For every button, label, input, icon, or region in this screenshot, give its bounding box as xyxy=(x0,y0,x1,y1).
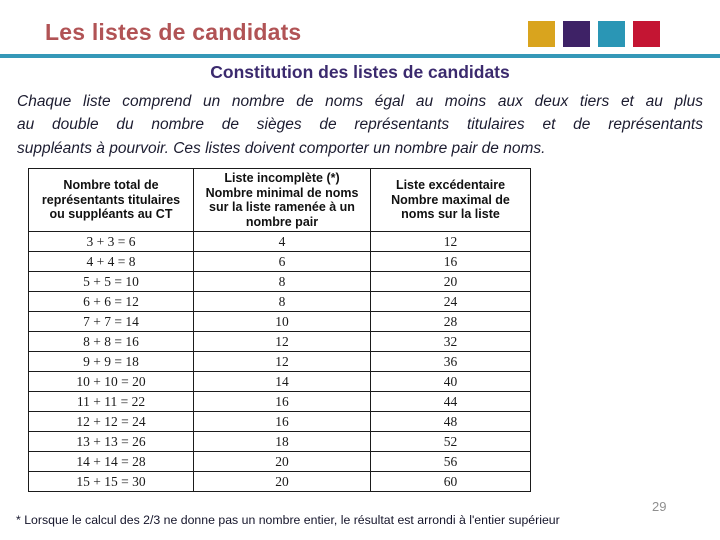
max-names-cell: 24 xyxy=(370,291,531,312)
min-names-cell: 8 xyxy=(193,271,371,292)
seats-total-cell: 9 + 9 = 18 xyxy=(28,351,194,372)
table-header: Nombre total de représentants titulaires… xyxy=(28,168,531,232)
col-header-excess-list: Liste excédentaire Nombre maximal de nom… xyxy=(370,168,531,232)
table-row: 5 + 5 = 10 8 20 xyxy=(28,271,531,292)
min-names-cell: 6 xyxy=(193,251,371,272)
min-names-cell: 20 xyxy=(193,471,371,492)
table-row: 11 + 11 = 22 16 44 xyxy=(28,391,531,412)
seats-total-cell: 11 + 11 = 22 xyxy=(28,391,194,412)
table-body: 3 + 3 = 6 4 12 4 + 4 = 8 6 16 5 + 5 = 10 8 20 6 +… xyxy=(28,231,531,492)
col-header-label: Liste excédentaire xyxy=(395,178,506,193)
slide-title: Les listes de candidats xyxy=(45,19,302,45)
max-names-cell: 36 xyxy=(370,351,531,372)
col-header-total-representatives: Nombre total de représentants titulaires… xyxy=(28,168,194,232)
col-header-label: Liste incomplète (*) xyxy=(224,171,340,185)
col-header-sublabel: Nombre minimal de noms sur la liste rame… xyxy=(205,185,359,229)
min-names-cell: 14 xyxy=(193,371,371,392)
seats-total-cell: 12 + 12 = 24 xyxy=(28,411,194,432)
candidates-table: Nombre total de représentants titulaires… xyxy=(28,168,531,492)
max-names-cell: 20 xyxy=(370,271,531,292)
seats-total-cell: 5 + 5 = 10 xyxy=(28,271,194,292)
max-names-cell: 12 xyxy=(370,231,531,252)
col-header-sublabel: Nombre maximal de noms sur la liste xyxy=(391,192,510,222)
table-row: 12 + 12 = 24 16 48 xyxy=(28,411,531,432)
max-names-cell: 56 xyxy=(370,451,531,472)
table-row: 10 + 10 = 20 14 40 xyxy=(28,371,531,392)
decor-squares xyxy=(528,21,660,47)
slide-subtitle: Constitution des listes de candidats xyxy=(210,62,510,82)
max-names-cell: 28 xyxy=(370,311,531,332)
min-names-cell: 16 xyxy=(193,391,371,412)
min-names-cell: 18 xyxy=(193,431,371,452)
table-row: 4 + 4 = 8 6 16 xyxy=(28,251,531,272)
footnote: * Lorsque le calcul des 2/3 ne donne pas… xyxy=(16,513,560,527)
decor-square-red xyxy=(633,21,660,47)
table-header-row: Nombre total de représentants titulaires… xyxy=(28,168,531,232)
max-names-cell: 32 xyxy=(370,331,531,352)
body-paragraph: Chaque liste comprend un nombre de noms … xyxy=(17,90,703,160)
seats-total-cell: 7 + 7 = 14 xyxy=(28,311,194,332)
body-line: suppléants à pourvoir. Ces listes doiven… xyxy=(17,139,546,157)
col-header-incomplete-list: Liste incomplète (*) Nombre minimal de n… xyxy=(193,168,371,232)
decor-square-gold xyxy=(528,21,555,47)
body-line: Chaque liste comprend un nombre de noms … xyxy=(17,93,703,110)
seats-total-cell: 10 + 10 = 20 xyxy=(28,371,194,392)
decor-square-purple xyxy=(563,21,590,47)
seats-total-cell: 8 + 8 = 16 xyxy=(28,331,194,352)
max-names-cell: 48 xyxy=(370,411,531,432)
page-number: 29 xyxy=(652,499,667,514)
table-row: 7 + 7 = 14 10 28 xyxy=(28,311,531,332)
seats-total-cell: 6 + 6 = 12 xyxy=(28,291,194,312)
table-row: 15 + 15 = 30 20 60 xyxy=(28,471,531,492)
min-names-cell: 10 xyxy=(193,311,371,332)
table-row: 6 + 6 = 12 8 24 xyxy=(28,291,531,312)
min-names-cell: 4 xyxy=(193,231,371,252)
min-names-cell: 16 xyxy=(193,411,371,432)
seats-total-cell: 13 + 13 = 26 xyxy=(28,431,194,452)
seats-total-cell: 4 + 4 = 8 xyxy=(28,251,194,272)
max-names-cell: 60 xyxy=(370,471,531,492)
seats-total-cell: 3 + 3 = 6 xyxy=(28,231,194,252)
min-names-cell: 12 xyxy=(193,351,371,372)
decor-square-teal xyxy=(598,21,625,47)
min-names-cell: 12 xyxy=(193,331,371,352)
body-line: au double du nombre de sièges de représe… xyxy=(17,116,703,134)
col-header-label: Nombre total de représentants titulaires… xyxy=(41,178,181,222)
max-names-cell: 40 xyxy=(370,371,531,392)
table-row: 8 + 8 = 16 12 32 xyxy=(28,331,531,352)
table-row: 13 + 13 = 26 18 52 xyxy=(28,431,531,452)
max-names-cell: 52 xyxy=(370,431,531,452)
table-row: 3 + 3 = 6 4 12 xyxy=(28,231,531,252)
max-names-cell: 44 xyxy=(370,391,531,412)
table-row: 9 + 9 = 18 12 36 xyxy=(28,351,531,372)
min-names-cell: 20 xyxy=(193,451,371,472)
table-row: 14 + 14 = 28 20 56 xyxy=(28,451,531,472)
min-names-cell: 8 xyxy=(193,291,371,312)
seats-total-cell: 14 + 14 = 28 xyxy=(28,451,194,472)
seats-total-cell: 15 + 15 = 30 xyxy=(28,471,194,492)
max-names-cell: 16 xyxy=(370,251,531,272)
header-divider xyxy=(0,54,720,58)
